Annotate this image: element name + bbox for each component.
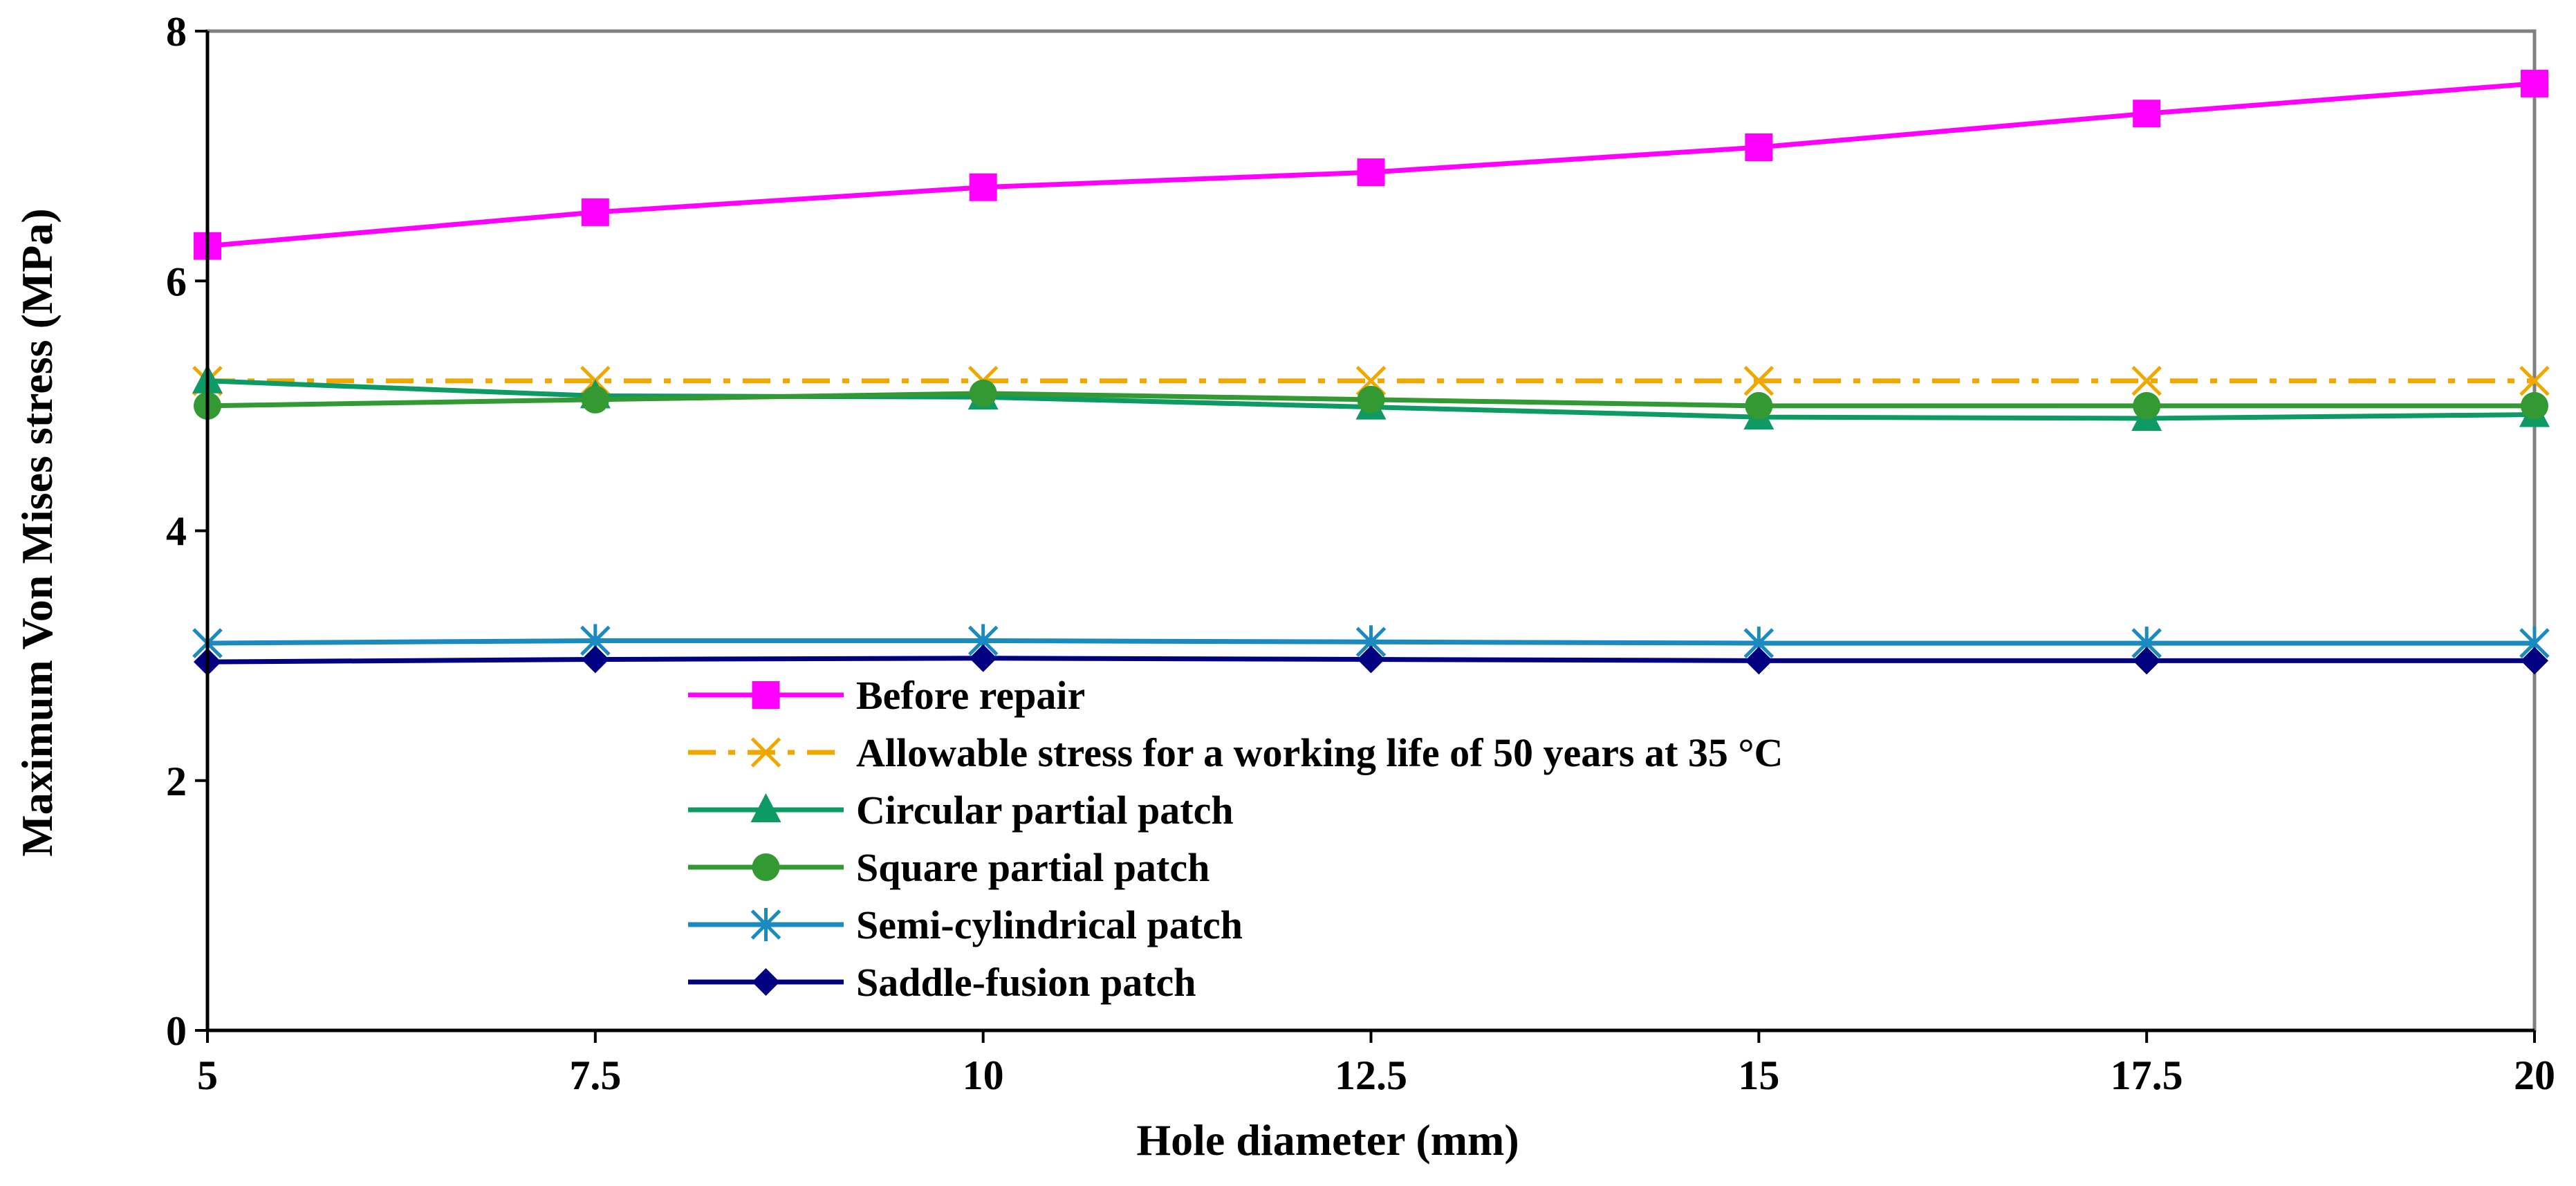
legend-item: Saddle-fusion patch xyxy=(688,960,1196,1005)
data-point xyxy=(581,645,609,674)
data-point xyxy=(1357,385,1385,414)
legend-label: Square partial patch xyxy=(856,845,1210,890)
legend-label: Semi-cylindrical patch xyxy=(856,902,1243,947)
legend-item: Circular partial patch xyxy=(688,788,1234,833)
data-point xyxy=(2133,647,2161,675)
legend-item: Semi-cylindrical patch xyxy=(688,902,1243,947)
data-point xyxy=(1745,391,1773,420)
y-tick-label: 4 xyxy=(166,509,187,555)
y-tick-label: 0 xyxy=(166,1008,187,1054)
legend-label: Circular partial patch xyxy=(856,788,1234,833)
data-point xyxy=(2131,365,2162,396)
data-point xyxy=(2519,365,2550,396)
data-point xyxy=(1357,645,1385,674)
legend-marker xyxy=(752,681,780,709)
legend-marker xyxy=(750,737,781,768)
series-layer xyxy=(192,69,2550,676)
data-point xyxy=(581,198,609,226)
data-point xyxy=(969,644,997,672)
y-tick-label: 2 xyxy=(166,759,187,804)
x-tick-label: 10 xyxy=(963,1053,1004,1098)
plot-area xyxy=(205,29,2537,1032)
legend-label: Before repair xyxy=(856,673,1085,718)
axes-layer: 0 2 4 6 8 5 7.5 10 12.5 15 17.5 20 xyxy=(166,9,2555,1098)
data-point xyxy=(1745,133,1773,161)
legend-item: Square partial patch xyxy=(688,845,1210,890)
legend-label: Saddle-fusion patch xyxy=(856,960,1196,1005)
data-point xyxy=(2521,647,2548,675)
y-axis-title: Maximum Von Mises stress (MPa) xyxy=(12,208,62,856)
legend: Before repair Allowable stress for a work… xyxy=(688,673,1783,1005)
data-point xyxy=(1745,647,1773,675)
x-tick-label: 12.5 xyxy=(1335,1053,1407,1098)
data-point xyxy=(2133,100,2161,128)
series-0 xyxy=(194,69,2548,260)
legend-marker xyxy=(750,793,781,822)
plot-frame xyxy=(205,29,2537,1032)
x-tick-label: 15 xyxy=(1738,1053,1779,1098)
x-tick-label: 5 xyxy=(197,1053,218,1098)
data-point xyxy=(2133,391,2161,420)
data-point xyxy=(1743,365,1775,396)
data-point xyxy=(969,379,997,407)
data-point xyxy=(1357,158,1385,187)
y-tick-label: 8 xyxy=(166,9,187,55)
legend-marker xyxy=(752,968,780,996)
data-point xyxy=(2521,69,2548,98)
data-point xyxy=(581,385,609,414)
legend-marker xyxy=(752,853,780,881)
x-axis-title: Hole diameter (mm) xyxy=(1136,1115,1519,1165)
data-point xyxy=(969,173,997,201)
y-tick-label: 6 xyxy=(166,259,187,304)
legend-label: Allowable stress for a working life of 5… xyxy=(856,730,1783,775)
legend-item: Before repair xyxy=(688,673,1085,718)
x-tick-label: 17.5 xyxy=(2111,1053,2183,1098)
x-tick-label: 7.5 xyxy=(569,1053,621,1098)
legend-item: Allowable stress for a working life of 5… xyxy=(688,730,1783,775)
x-tick-label: 20 xyxy=(2514,1053,2555,1098)
data-point xyxy=(2521,391,2548,420)
legend-marker xyxy=(750,908,781,941)
